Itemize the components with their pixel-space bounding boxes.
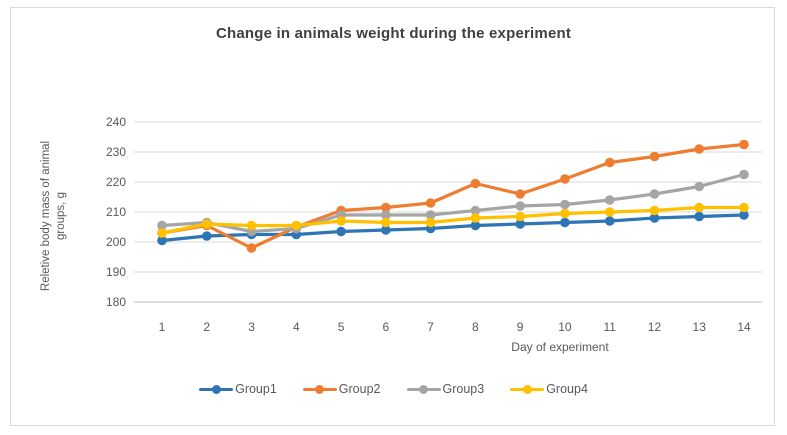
legend-line-marker-icon (406, 384, 441, 394)
x-tick-label-8: 8 (472, 320, 479, 334)
series-line-group3 (160, 172, 746, 234)
x-tick-label-14: 14 (737, 320, 751, 334)
data-point-group1-day14 (739, 210, 749, 220)
x-tick-label-2: 2 (203, 320, 210, 334)
x-tick-label-12: 12 (648, 320, 662, 334)
data-point-group3-day6 (381, 210, 391, 220)
x-tick-label-1: 1 (159, 320, 166, 334)
legend-label-group2: Group2 (338, 382, 381, 396)
legend-item-group4: Group4 (510, 382, 588, 396)
legend-dot (315, 384, 325, 394)
data-point-group3-day12 (649, 189, 660, 199)
x-tick-label-11: 11 (603, 320, 616, 334)
y-tick-label-210: 210 (106, 205, 126, 219)
data-point-group4-day2 (202, 219, 212, 229)
legend-dot (522, 384, 532, 394)
x-axis-title: Day of experiment (511, 340, 609, 354)
data-point-group1-day9 (515, 219, 525, 229)
y-tick-label-190: 190 (106, 265, 126, 279)
data-point-group4-day6 (381, 217, 391, 228)
y-axis-title-line1: Reletive body mass of animal (40, 140, 52, 292)
data-point-group1-day6 (381, 225, 391, 235)
y-axis-title: Reletive body mass of animal groups, g (39, 108, 69, 324)
legend-item-group2: Group2 (302, 382, 381, 396)
legend-dot (419, 384, 428, 394)
series-line-group2 (160, 142, 746, 250)
series-line-group1 (160, 213, 746, 243)
x-tick-label-13: 13 (693, 320, 707, 334)
data-point-group2-day13 (694, 144, 704, 154)
data-point-group2-day7 (425, 198, 436, 208)
x-tick-label-4: 4 (293, 320, 300, 334)
data-point-group1-day2 (202, 231, 212, 241)
data-point-group1-day5 (336, 226, 346, 237)
data-point-group3-day7 (425, 210, 436, 220)
data-point-group4-day8 (470, 213, 481, 223)
legend-label-group1: Group1 (235, 382, 277, 396)
y-axis-title-line2: groups, g (55, 192, 67, 240)
data-point-group1-day10 (560, 217, 570, 228)
data-point-group4-day5 (336, 216, 346, 226)
data-point-group1-day11 (604, 216, 615, 226)
legend-line-marker-icon (302, 384, 337, 394)
data-point-group4-day7 (425, 217, 436, 228)
chart-title: Change in animals weight during the expe… (215, 25, 572, 42)
data-point-group2-day9 (515, 189, 525, 199)
x-tick-label-3: 3 (248, 320, 255, 334)
data-point-group3-day13 (694, 181, 704, 192)
data-point-group4-day10 (560, 208, 570, 219)
data-point-group3-day1 (157, 220, 167, 231)
data-point-group1-day1 (157, 235, 167, 246)
data-point-group2-day6 (381, 202, 391, 213)
x-tick-label-9: 9 (517, 320, 524, 334)
data-point-group2-day11 (604, 157, 615, 168)
data-point-group3-day11 (604, 195, 615, 205)
data-point-group1-day13 (694, 211, 704, 222)
x-tick-label-6: 6 (383, 320, 390, 334)
data-point-group2-day3 (246, 243, 257, 253)
data-point-group4-day1 (157, 228, 167, 238)
data-point-group2-day12 (649, 151, 660, 162)
y-tick-label-200: 200 (106, 235, 126, 249)
legend-dot (211, 384, 221, 394)
data-point-group4-day13 (694, 202, 704, 213)
data-point-group3-day8 (470, 205, 481, 216)
legend-label-group3: Group3 (442, 382, 485, 396)
legend-line-marker-icon (199, 384, 234, 394)
data-point-group3-day10 (560, 199, 570, 210)
data-point-group4-day3 (246, 220, 257, 231)
data-point-group3-day14 (739, 169, 749, 180)
y-tick-label-230: 230 (106, 145, 126, 159)
data-point-group2-day10 (560, 174, 570, 184)
data-point-group2-day14 (739, 139, 749, 150)
x-tick-label-10: 10 (558, 320, 572, 334)
legend: Group1 Group2 Group3 Group4 (0, 382, 787, 396)
legend-item-group3: Group3 (406, 382, 485, 396)
data-point-group4-day12 (649, 205, 660, 216)
data-point-group2-day8 (470, 178, 481, 189)
data-point-group4-day4 (291, 220, 302, 231)
y-tick-label-180: 180 (106, 295, 126, 309)
legend-label-group4: Group4 (546, 382, 588, 396)
legend-line-marker-icon (510, 384, 545, 394)
legend-item-group1: Group1 (199, 382, 277, 396)
data-point-group4-day9 (515, 211, 525, 222)
y-tick-label-220: 220 (106, 175, 126, 189)
data-point-group4-day14 (739, 202, 749, 213)
series-line-group4 (160, 205, 746, 235)
data-point-group4-day11 (604, 207, 615, 217)
x-tick-label-5: 5 (338, 320, 345, 334)
data-point-group1-day12 (649, 213, 660, 223)
y-tick-label-240: 240 (106, 115, 126, 129)
data-point-group1-day8 (470, 220, 481, 231)
data-point-group3-day9 (515, 201, 525, 211)
x-tick-label-7: 7 (427, 320, 434, 334)
